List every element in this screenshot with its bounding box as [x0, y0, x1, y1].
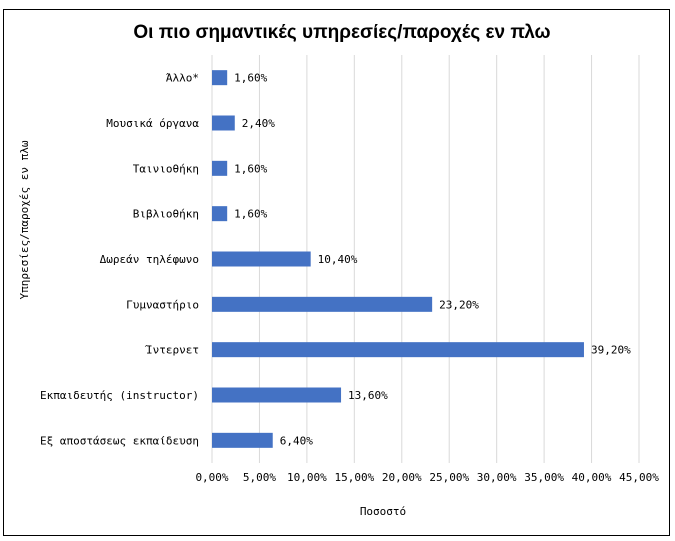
bar [212, 160, 228, 176]
data-label: 1,60% [234, 72, 267, 85]
bars [212, 70, 584, 448]
category-label: Δωρεάν τηλέφωνο [100, 253, 199, 266]
data-label: 23,20% [439, 298, 479, 311]
x-tick-labels: 0,00% 5,00% 10,00% 15,00% 20,00% 25,00% 30,00%… [195, 471, 659, 484]
bar [212, 115, 235, 131]
category-label: Γυμναστήριο [126, 298, 199, 311]
chart-title: Οι πιο σημαντικές υπηρεσίες/παροχές εν π… [133, 22, 550, 43]
bar-chart: Οι πιο σημαντικές υπηρεσίες/παροχές εν π… [18, 22, 659, 518]
category-labels: Άλλο* Μουσικά όργανα Ταινιοθήκη Βιβλιοθήκη Δ… [40, 72, 199, 448]
bar [212, 251, 311, 267]
x-tick-label: 35,00% [524, 471, 564, 484]
category-label: Ίντερνετ [144, 344, 199, 357]
x-tick-label: 20,00% [382, 471, 422, 484]
x-tick-label: 10,00% [287, 471, 327, 484]
x-tick-label: 45,00% [619, 471, 659, 484]
x-tick-label: 15,00% [334, 471, 374, 484]
bar [212, 206, 228, 222]
chart-frame: Οι πιο σημαντικές υπηρεσίες/παροχές εν π… [3, 9, 670, 536]
data-label: 39,20% [591, 344, 631, 357]
bar [212, 432, 273, 448]
category-label: Εκπαιδευτής (instructor) [40, 389, 199, 402]
bar [212, 296, 433, 312]
category-label: Εξ αποστάσεως εκπαίδευση [40, 434, 199, 447]
bar [212, 387, 342, 403]
category-label: Ταινιοθήκη [133, 162, 199, 175]
data-labels: 1,60% 2,40% 1,60% 1,60% 10,40% 23,20% 39,20% 13… [234, 72, 631, 448]
category-label: Βιβλιοθήκη [133, 208, 199, 221]
x-tick-label: 30,00% [477, 471, 517, 484]
data-label: 1,60% [234, 162, 267, 175]
bar [212, 70, 228, 86]
category-label: Άλλο* [166, 72, 199, 85]
y-axis-label: Υπηρεσίες/παροχές εν πλω [18, 140, 31, 299]
data-label: 2,40% [242, 117, 275, 130]
bar [212, 342, 584, 358]
data-label: 6,40% [280, 434, 313, 447]
x-tick-label: 0,00% [195, 471, 228, 484]
data-label: 1,60% [234, 208, 267, 221]
x-tick-label: 40,00% [572, 471, 612, 484]
category-label: Μουσικά όργανα [106, 117, 199, 130]
x-tick-label: 25,00% [429, 471, 469, 484]
data-label: 13,60% [348, 389, 388, 402]
gridlines [211, 55, 640, 463]
x-axis-label: Ποσοστό [360, 505, 406, 518]
data-label: 10,40% [318, 253, 358, 266]
x-tick-label: 5,00% [243, 471, 276, 484]
